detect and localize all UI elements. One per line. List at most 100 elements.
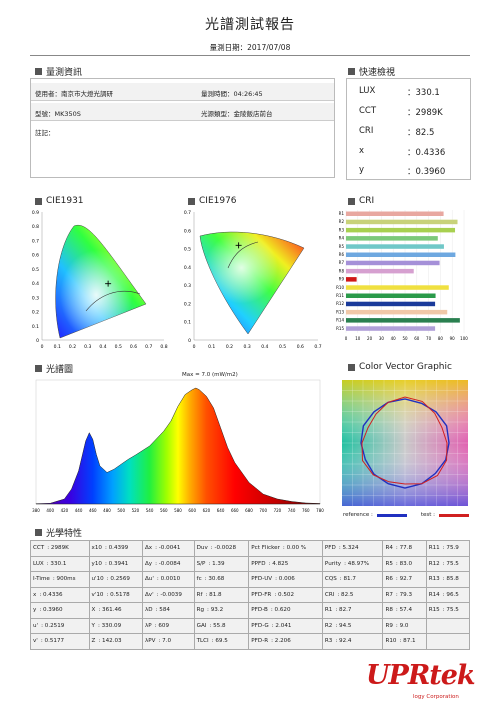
optical-cell: R11: 75.9 <box>425 540 471 557</box>
section-square-icon <box>35 365 42 372</box>
cie1976-white-region <box>200 232 304 334</box>
optical-cell: R3: 92.4 <box>321 633 384 650</box>
optical-value: : 30.68 <box>204 576 225 583</box>
spectrum-x-tick-label: 380 <box>32 508 40 513</box>
optical-value: : 4.825 <box>268 560 289 567</box>
cri-x-tick-label: 60 <box>414 336 420 341</box>
cri-heading-label: CRI <box>359 196 375 206</box>
y-tick-label: 0.4 <box>184 265 191 271</box>
optical-cell: R4: 77.8 <box>382 540 427 557</box>
optical-cell: x10: 0.4399 <box>88 540 143 557</box>
optical-cell: TLCI: 69.5 <box>193 633 250 650</box>
section-square-icon <box>35 529 42 536</box>
cie1976-point <box>235 242 242 249</box>
optical-value: : 330.1 <box>46 560 67 567</box>
optical-cell: PFD-FR: 0.502 <box>248 586 323 603</box>
optical-value: : 94.5 <box>335 622 352 629</box>
spectrum-x-tick-label: 400 <box>46 508 54 513</box>
color-vector-heading: Color Vector Graphic <box>348 362 452 372</box>
optical-cell: PFD-UV: 0.006 <box>248 571 323 588</box>
spectrum-area <box>35 387 321 505</box>
optical-table: CCT: 2989K x10: 0.4399 Δx: -0.0041 Duv: -0.… <box>30 540 471 650</box>
cri-bar <box>346 268 414 274</box>
optical-heading: 光學特性 <box>35 526 82 539</box>
y-tick-label: 0.3 <box>32 295 39 301</box>
quick-value: ：0.4336 <box>407 148 446 158</box>
spectrum-x-tick-label: 700 <box>259 508 267 513</box>
optical-value: : 1.39 <box>208 560 225 567</box>
optical-cell: λP: 609 <box>141 617 195 634</box>
info-model: 型號：MK350S <box>35 110 81 118</box>
optical-value: : -0.0041 <box>155 545 181 552</box>
cri-x-tick-label: 100 <box>460 336 468 341</box>
info-notes: 註記： <box>35 129 55 137</box>
measure-info-heading: 量測資訊 <box>35 65 82 78</box>
spectrum-x-tick-label: 720 <box>274 508 282 513</box>
optical-value: : 85.8 <box>442 576 459 583</box>
x-tick-label: 0.3 <box>84 344 91 350</box>
cri-x-tick-label: 50 <box>402 336 408 341</box>
optical-value: : 0.0010 <box>156 576 181 583</box>
optical-cell: S/P: 1.39 <box>193 555 250 572</box>
y-tick-label: 0 <box>36 338 39 344</box>
cri-heading: CRI <box>348 196 374 206</box>
section-square-icon <box>348 363 355 371</box>
cie1931-chart: 0.9 0.8 0.7 0.6 0.5 0.4 0.3 0.2 0.1 00 0.1 0.2 0.3 0.… <box>32 210 168 350</box>
optical-key: x <box>33 591 37 598</box>
optical-key: R9 <box>385 622 393 629</box>
cie1931-heading: CIE1931 <box>35 196 84 206</box>
cri-category-label: R5 <box>339 244 345 249</box>
optical-row: v': 0.5177 Z: 142.03 λPV: 7.0 TLCI: 69.5 PFD… <box>30 633 471 650</box>
optical-value: : 142.03 <box>98 638 122 645</box>
cri-bar <box>346 285 449 290</box>
optical-cell: R7: 79.3 <box>382 586 427 603</box>
optical-value: : -0.0039 <box>156 591 182 598</box>
optical-cell: Rf: 81.8 <box>193 586 250 603</box>
optical-value: : 0.502 <box>274 591 295 598</box>
optical-value: : 2.041 <box>271 622 292 629</box>
cie1931-point <box>105 280 112 287</box>
optical-key: S/P <box>196 560 206 567</box>
cri-x-tick-label: 80 <box>438 336 444 341</box>
spectrum-x-tick-label: 480 <box>103 508 111 513</box>
cri-x-tick-label: 30 <box>379 336 385 341</box>
y-tick-label: 0.9 <box>32 210 39 216</box>
optical-key: R14 <box>428 591 440 598</box>
x-tick-label: 0.2 <box>69 344 76 350</box>
optical-key: λPV <box>144 638 156 645</box>
optical-value: : 0.3941 <box>104 560 129 567</box>
cri-category-label: R12 <box>336 301 344 306</box>
optical-key: R11 <box>428 545 440 552</box>
optical-key: LUX <box>33 560 44 567</box>
optical-key: R4 <box>385 545 393 552</box>
optical-key: Duv <box>196 545 208 552</box>
spectrum-x-tick-label: 560 <box>160 508 168 513</box>
optical-cell: Rg: 93.2 <box>193 602 250 619</box>
spectrum-x-tick-label: 420 <box>61 508 69 513</box>
cri-x-tick-label: 70 <box>426 336 432 341</box>
optical-value: : 79.3 <box>395 591 413 598</box>
optical-key: Δv' <box>144 591 154 598</box>
logo-tagline: logy Corporation <box>413 694 459 700</box>
optical-value: : 75.5 <box>442 607 459 614</box>
optical-value: : 7.0 <box>158 638 172 645</box>
cri-bar <box>346 252 456 257</box>
cri-bar <box>346 227 456 233</box>
optical-value: : 57.4 <box>395 607 413 614</box>
optical-cell: x: 0.4336 <box>30 586 90 603</box>
x-tick-label: 0.4 <box>261 344 268 350</box>
optical-key: GAI <box>196 622 207 629</box>
optical-row: x: 0.4336 v'10: 0.5178 Δv': -0.0039 Rf: 81.… <box>30 586 471 603</box>
optical-key: PFD-G <box>251 622 269 629</box>
cri-category-label: R7 <box>339 260 345 265</box>
optical-cell: PFD: 5.324 <box>321 540 384 557</box>
optical-value: : 0.006 <box>275 576 295 583</box>
cri-category-label: R1 <box>339 211 345 216</box>
measure-info-panel: 使用者：南京市大燈光調研 量測時間：04:26:45 型號：MK350S 光源類… <box>30 78 335 178</box>
uprtek-logo: UPRtek <box>366 660 476 691</box>
x-tick-label: 0 <box>41 344 44 350</box>
header-divider <box>30 55 470 56</box>
optical-value: : 92.4 <box>335 638 352 645</box>
spectrum-x-tick-label: 460 <box>89 508 97 513</box>
optical-cell: Δx: -0.0041 <box>141 540 195 557</box>
